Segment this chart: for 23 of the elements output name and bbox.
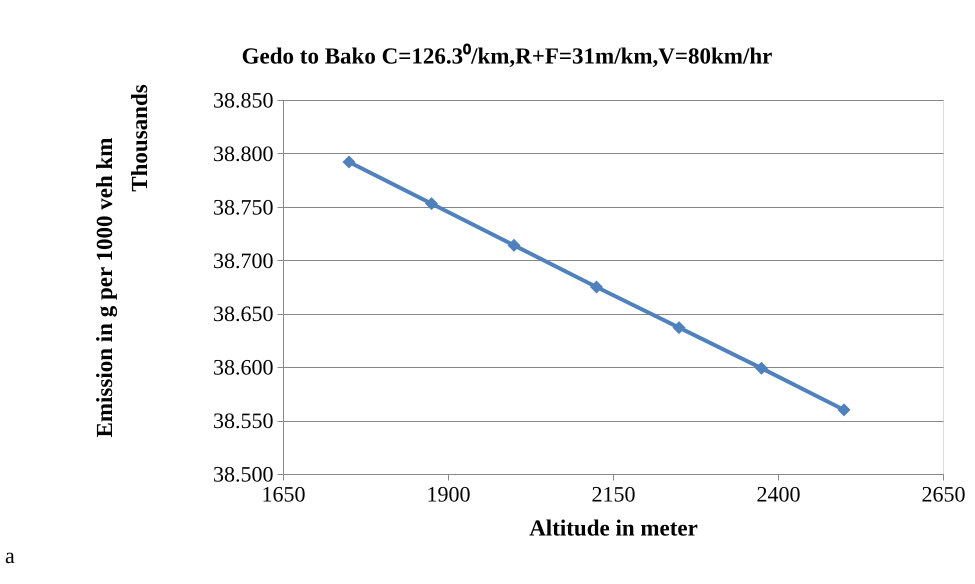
point bbox=[342, 155, 356, 168]
x-axis-title: Altitude in meter bbox=[529, 516, 698, 540]
y-tick-label: 38.800 bbox=[213, 140, 274, 166]
point bbox=[672, 321, 686, 334]
x-tick-label: 2650 bbox=[922, 482, 966, 506]
y-tick-label: 38.650 bbox=[213, 301, 274, 326]
point bbox=[754, 362, 768, 375]
y-tick-label: 38.700 bbox=[213, 248, 274, 273]
x-tick-label: 1900 bbox=[426, 482, 470, 506]
y-tick-label: 38.550 bbox=[213, 408, 274, 434]
x-tick-label: 2150 bbox=[592, 482, 636, 506]
text: a bbox=[5, 543, 15, 568]
point bbox=[590, 280, 604, 294]
chart-title: Gedo to Bako C=126.3⁰/km,R+F=31m/km,V=80km/hr bbox=[242, 42, 772, 68]
point bbox=[424, 197, 438, 210]
point bbox=[507, 238, 521, 252]
point bbox=[837, 403, 851, 416]
y-tick-label: 38.850 bbox=[213, 88, 274, 112]
y-tick-label: 38.600 bbox=[213, 354, 274, 380]
y-tick-label: 38.750 bbox=[213, 194, 274, 220]
x-tick-label: 2400 bbox=[756, 482, 800, 506]
y-axis-title: Emission in g per 1000 veh km bbox=[92, 138, 118, 438]
text: Thousands bbox=[127, 84, 152, 192]
